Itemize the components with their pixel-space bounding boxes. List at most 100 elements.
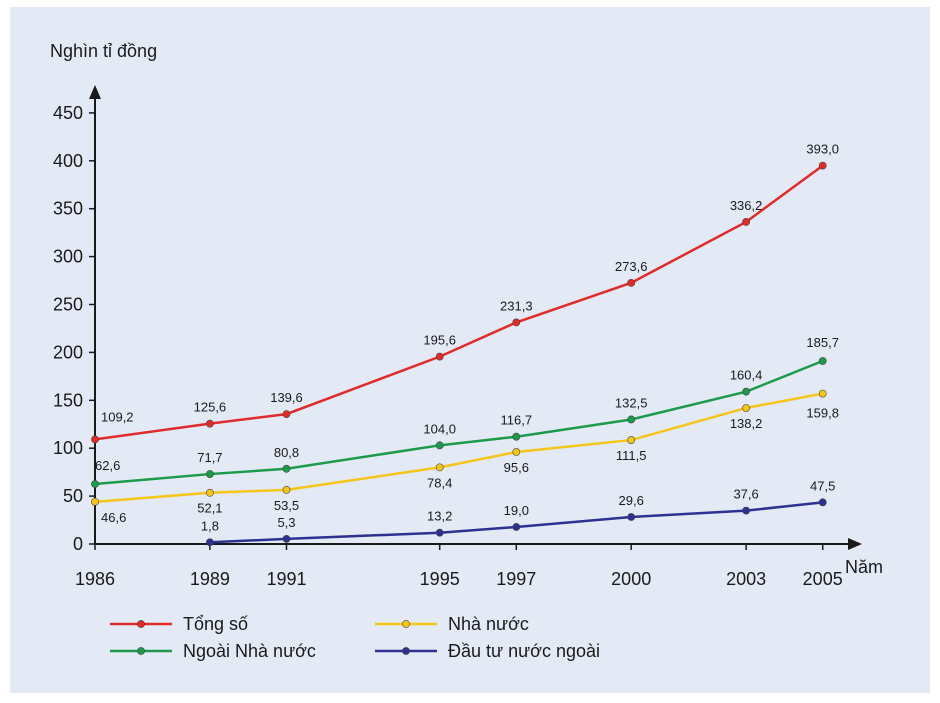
data-point bbox=[205, 470, 214, 478]
data-label: 37,6 bbox=[733, 487, 758, 502]
legend-marker-ngoai-nha-nuoc bbox=[137, 647, 145, 655]
x-tick-label: 1991 bbox=[266, 569, 306, 589]
data-label: 111,5 bbox=[616, 448, 647, 463]
legend-label-tong-so: Tổng số bbox=[183, 614, 248, 634]
data-point bbox=[282, 410, 291, 418]
data-label: 132,5 bbox=[615, 395, 648, 410]
data-label: 19,0 bbox=[504, 503, 529, 518]
data-point bbox=[91, 497, 99, 506]
data-point bbox=[512, 448, 521, 456]
data-point bbox=[435, 463, 444, 472]
y-tick-label: 400 bbox=[53, 151, 83, 171]
data-label: 78,4 bbox=[427, 475, 452, 490]
axes: Nghìn tỉ đồng Năm 0 50 100 150 200 250 300 350 400… bbox=[50, 41, 883, 589]
x-tick-label: 1995 bbox=[420, 569, 460, 589]
data-label: 231,3 bbox=[500, 298, 533, 313]
data-point bbox=[435, 352, 444, 361]
data-point bbox=[205, 488, 214, 497]
data-point bbox=[742, 506, 750, 515]
y-tick-label: 0 bbox=[73, 534, 83, 554]
data-label: 104,0 bbox=[423, 421, 456, 436]
data-label: 95,6 bbox=[504, 460, 529, 475]
data-point bbox=[742, 404, 750, 412]
data-point bbox=[742, 218, 750, 226]
legend-label-ngoai-nha-nuoc: Ngoài Nhà nước bbox=[183, 641, 316, 661]
data-label: 273,6 bbox=[615, 259, 648, 274]
data-label: 53,5 bbox=[274, 498, 299, 513]
x-tick-label: 2000 bbox=[611, 569, 651, 589]
data-point bbox=[435, 441, 444, 450]
data-label: 159,8 bbox=[806, 406, 839, 421]
data-point bbox=[512, 318, 521, 327]
x-axis-arrow bbox=[848, 538, 862, 550]
data-point bbox=[91, 435, 99, 444]
data-point bbox=[818, 357, 827, 365]
data-label: 393,0 bbox=[806, 142, 839, 157]
series-line-nha-nuoc bbox=[94, 392, 823, 504]
data-point bbox=[742, 387, 750, 396]
x-tick-label: 1986 bbox=[75, 569, 115, 589]
data-point bbox=[627, 415, 636, 424]
data-label: 29,6 bbox=[619, 493, 644, 508]
y-tick-label: 150 bbox=[53, 390, 83, 410]
data-label: 160,4 bbox=[730, 368, 763, 383]
x-tick-label: 2003 bbox=[726, 569, 766, 589]
data-label: 71,7 bbox=[197, 450, 222, 465]
y-axis-arrow bbox=[89, 85, 101, 99]
data-label: 125,6 bbox=[194, 400, 227, 415]
data-label: 195,6 bbox=[423, 333, 456, 348]
line-chart: Nghìn tỉ đồng Năm 0 50 100 150 200 250 300 350 400… bbox=[10, 7, 930, 693]
y-axis-title: Nghìn tỉ đồng bbox=[50, 41, 157, 61]
data-point bbox=[818, 389, 827, 398]
data-point bbox=[818, 498, 827, 507]
data-label: 138,2 bbox=[730, 416, 763, 431]
x-tick-label: 1989 bbox=[190, 569, 230, 589]
data-point bbox=[205, 419, 214, 428]
data-label: 116,7 bbox=[501, 413, 533, 428]
data-point bbox=[282, 535, 291, 543]
y-tick-label: 100 bbox=[53, 438, 83, 458]
data-label: 62,6 bbox=[95, 458, 120, 473]
data-label: 80,8 bbox=[274, 445, 299, 460]
data-labels: 109,2 125,6 139,6 195,6 231,3 273,6 336,2 393,0… bbox=[95, 142, 839, 534]
x-tick-label: 1997 bbox=[496, 569, 536, 589]
data-label: 336,2 bbox=[730, 198, 763, 213]
series-lines bbox=[91, 161, 827, 547]
y-tick-label: 200 bbox=[53, 342, 83, 362]
data-label: 47,5 bbox=[810, 478, 835, 493]
data-label: 185,7 bbox=[806, 335, 839, 350]
legend-marker-dau-tu-nuoc-ngoai bbox=[402, 647, 410, 655]
data-point bbox=[627, 436, 636, 444]
data-label: 52,1 bbox=[197, 501, 222, 516]
x-axis-title: Năm bbox=[845, 557, 883, 577]
y-tick-label: 300 bbox=[53, 247, 83, 267]
legend-marker-nha-nuoc bbox=[402, 620, 410, 628]
data-point bbox=[627, 278, 636, 287]
y-tick-label: 50 bbox=[63, 486, 83, 506]
data-label: 1,8 bbox=[201, 518, 219, 533]
chart-background bbox=[10, 7, 930, 693]
data-point bbox=[282, 485, 291, 494]
legend-marker-tong-so bbox=[137, 620, 145, 628]
data-label: 46,6 bbox=[101, 510, 126, 525]
data-label: 109,2 bbox=[101, 409, 134, 424]
legend-label-dau-tu-nuoc-ngoai: Đầu tư nước ngoài bbox=[448, 641, 600, 661]
data-point bbox=[435, 528, 444, 537]
y-tick-label: 250 bbox=[53, 295, 83, 315]
data-point bbox=[91, 480, 99, 488]
data-point bbox=[512, 432, 521, 441]
data-label: 5,3 bbox=[277, 515, 295, 530]
y-tick-label: 450 bbox=[53, 103, 83, 123]
x-tick-label: 2005 bbox=[803, 569, 843, 589]
series-line-ngoai-nha-nuoc bbox=[94, 359, 824, 486]
data-point bbox=[627, 513, 636, 521]
chart-panel: Nghìn tỉ đồng Năm 0 50 100 150 200 250 300 350 400… bbox=[10, 7, 930, 693]
data-point bbox=[818, 161, 827, 170]
y-tick-label: 350 bbox=[53, 199, 83, 219]
legend-label-nha-nuoc: Nhà nước bbox=[448, 614, 529, 634]
data-label: 13,2 bbox=[427, 509, 452, 524]
data-point bbox=[512, 523, 521, 531]
data-point bbox=[205, 538, 214, 547]
legend: Tổng số Nhà nước Ngoài Nhà nước Đầu tư nước… bbox=[110, 614, 600, 661]
data-point bbox=[282, 464, 291, 473]
